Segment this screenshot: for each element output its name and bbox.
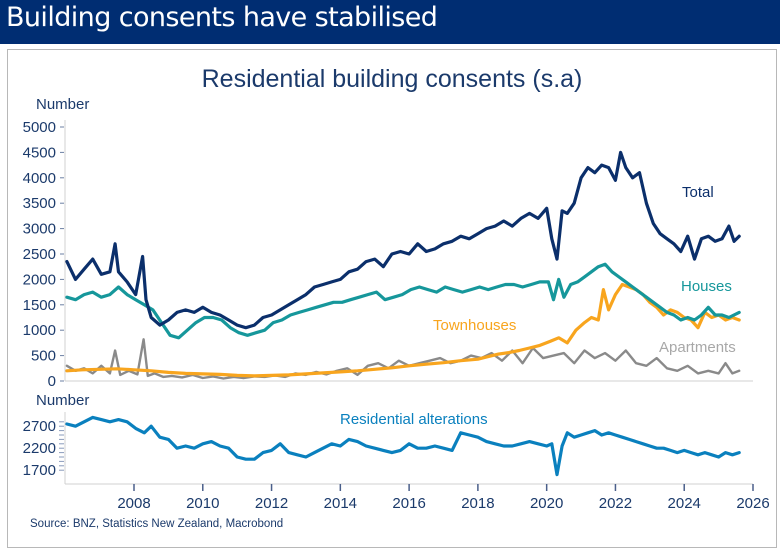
x-tick-label: 2020 [530,495,563,512]
top-y-tick-label: 3500 [23,195,56,212]
x-tick-label: 2026 [736,495,769,512]
series-line-total [65,150,741,330]
bottom-y-tick-label: 1700 [23,462,56,479]
top-y-tick-label: 4500 [23,144,56,161]
top-y-tick-label: 2000 [23,271,56,288]
top-y-tick-label: 4000 [23,170,56,187]
series-line-residential-alterations [65,415,741,477]
bottom-axes: 1700 2200 2700 2008 2010 2012 2014 2016 2018 2020… [23,412,770,512]
top-axes: 0 500 1000 1500 2000 2500 3000 3500 4000 4500 5000 [23,119,753,390]
x-tick-label: 2018 [461,495,494,512]
series-line-houses [65,262,741,340]
x-tick-label: 2010 [186,495,219,512]
label-residential-alterations: Residential alterations [340,411,488,428]
x-tick-label: 2024 [668,495,701,512]
chart-title: Residential building consents (s.a) [202,65,583,93]
top-y-axis-unit: Number [36,96,89,113]
label-apartments: Apartments [659,339,736,356]
label-houses: Houses [681,278,732,295]
top-y-tick-label: 3000 [23,221,56,238]
source-note: Source: BNZ, Statistics New Zealand, Mac… [30,518,283,530]
top-y-tick-label: 1500 [23,297,56,314]
x-tick-label: 2008 [117,495,150,512]
bottom-y-tick-label: 2700 [23,418,56,435]
top-lines [65,150,741,380]
series-line-townhouses [65,282,741,378]
x-tick-label: 2014 [324,495,357,512]
bottom-y-axis-unit: Number [36,392,89,409]
x-tick-label: 2016 [392,495,425,512]
banner-title: Building consents have stabilised [6,2,438,33]
top-y-tick-label: 2500 [23,246,56,263]
bottom-y-tick-label: 2200 [23,440,56,457]
top-y-tick-label: 5000 [23,119,56,136]
label-total: Total [682,184,714,201]
top-y-tick-label: 1000 [23,322,56,339]
top-y-tick-label: 0 [48,373,56,390]
label-townhouses: Townhouses [433,317,516,334]
bottom-lines [65,415,741,477]
title-banner: Building consents have stabilised [0,0,780,44]
x-tick-label: 2022 [599,495,632,512]
x-tick-label: 2012 [255,495,288,512]
top-y-tick-label: 500 [31,348,56,365]
